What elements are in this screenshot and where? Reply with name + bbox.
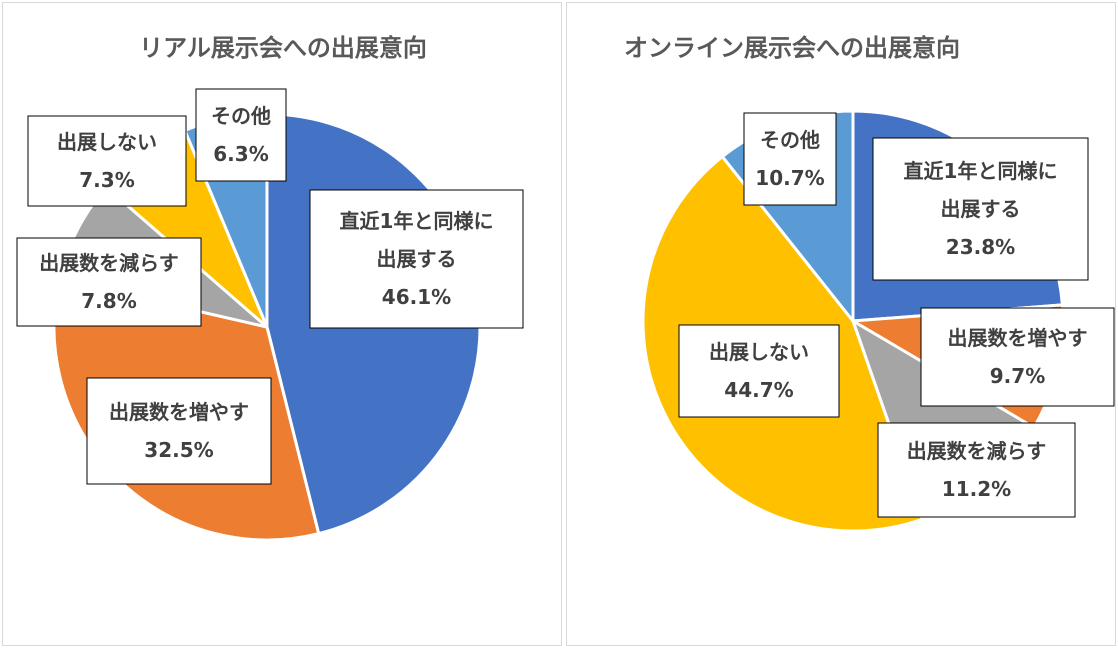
slice-value: 32.5%	[144, 438, 213, 462]
slice-label: 直近1年と同様に	[904, 159, 1058, 183]
data-label-3: 出展しない 44.7%	[678, 324, 840, 418]
data-label-box	[872, 137, 1089, 281]
data-label-box	[16, 237, 202, 327]
slice-label: 直近1年と同様に	[340, 209, 494, 233]
slice-value: 7.3%	[79, 168, 134, 192]
data-label-box	[678, 324, 840, 418]
slice-value: 9.7%	[990, 364, 1045, 388]
data-label-2: 出展数を減らす 11.2%	[877, 422, 1076, 518]
data-label-box	[27, 115, 187, 207]
slice-label: その他	[760, 128, 820, 152]
slice-value: 44.7%	[724, 378, 793, 402]
slice-label: 出展数を増やす	[948, 326, 1088, 350]
data-label-4: その他 6.3%	[195, 88, 287, 182]
chart-title: オンライン展示会への出展意向	[624, 34, 960, 62]
slice-label: 出展しない	[57, 130, 157, 154]
chart-title: リアル展示会への出展意向	[139, 34, 427, 62]
data-label-1: 出展数を増やす 9.7%	[920, 307, 1115, 407]
chart-panel-real: リアル展示会への出展意向直近1年と同様に 出展する 46.1% 出展数を増やす 32.5…	[2, 2, 562, 646]
slice-label: 出展する	[941, 197, 1021, 221]
slice-value: 10.7%	[755, 166, 824, 190]
slice-value: 6.3%	[213, 142, 268, 166]
slice-label: 出展する	[377, 247, 457, 271]
data-label-3: 出展しない 7.3%	[27, 115, 187, 207]
slice-label: その他	[211, 104, 271, 128]
slice-value: 46.1%	[382, 285, 451, 309]
data-label-1: 出展数を増やす 32.5%	[86, 377, 272, 485]
slice-label: 出展数を減らす	[39, 251, 179, 275]
data-label-4: その他 10.7%	[743, 112, 837, 206]
slice-value: 11.2%	[942, 477, 1011, 501]
data-label-box	[743, 112, 837, 206]
slice-label: 出展しない	[709, 340, 809, 364]
data-label-box	[309, 189, 524, 329]
slice-value: 23.8%	[946, 235, 1015, 259]
chart-panel-online: オンライン展示会への出展意向直近1年と同様に 出展する 23.8% 出展数を増やす 9.…	[566, 2, 1116, 646]
slice-label: 出展数を増やす	[109, 400, 249, 424]
data-label-2: 出展数を減らす 7.8%	[16, 237, 202, 327]
slice-label: 出展数を減らす	[907, 439, 1047, 463]
data-label-box	[195, 88, 287, 182]
data-label-box	[920, 307, 1115, 407]
slice-value: 7.8%	[81, 289, 136, 313]
data-label-box	[86, 377, 272, 485]
data-label-box	[877, 422, 1076, 518]
